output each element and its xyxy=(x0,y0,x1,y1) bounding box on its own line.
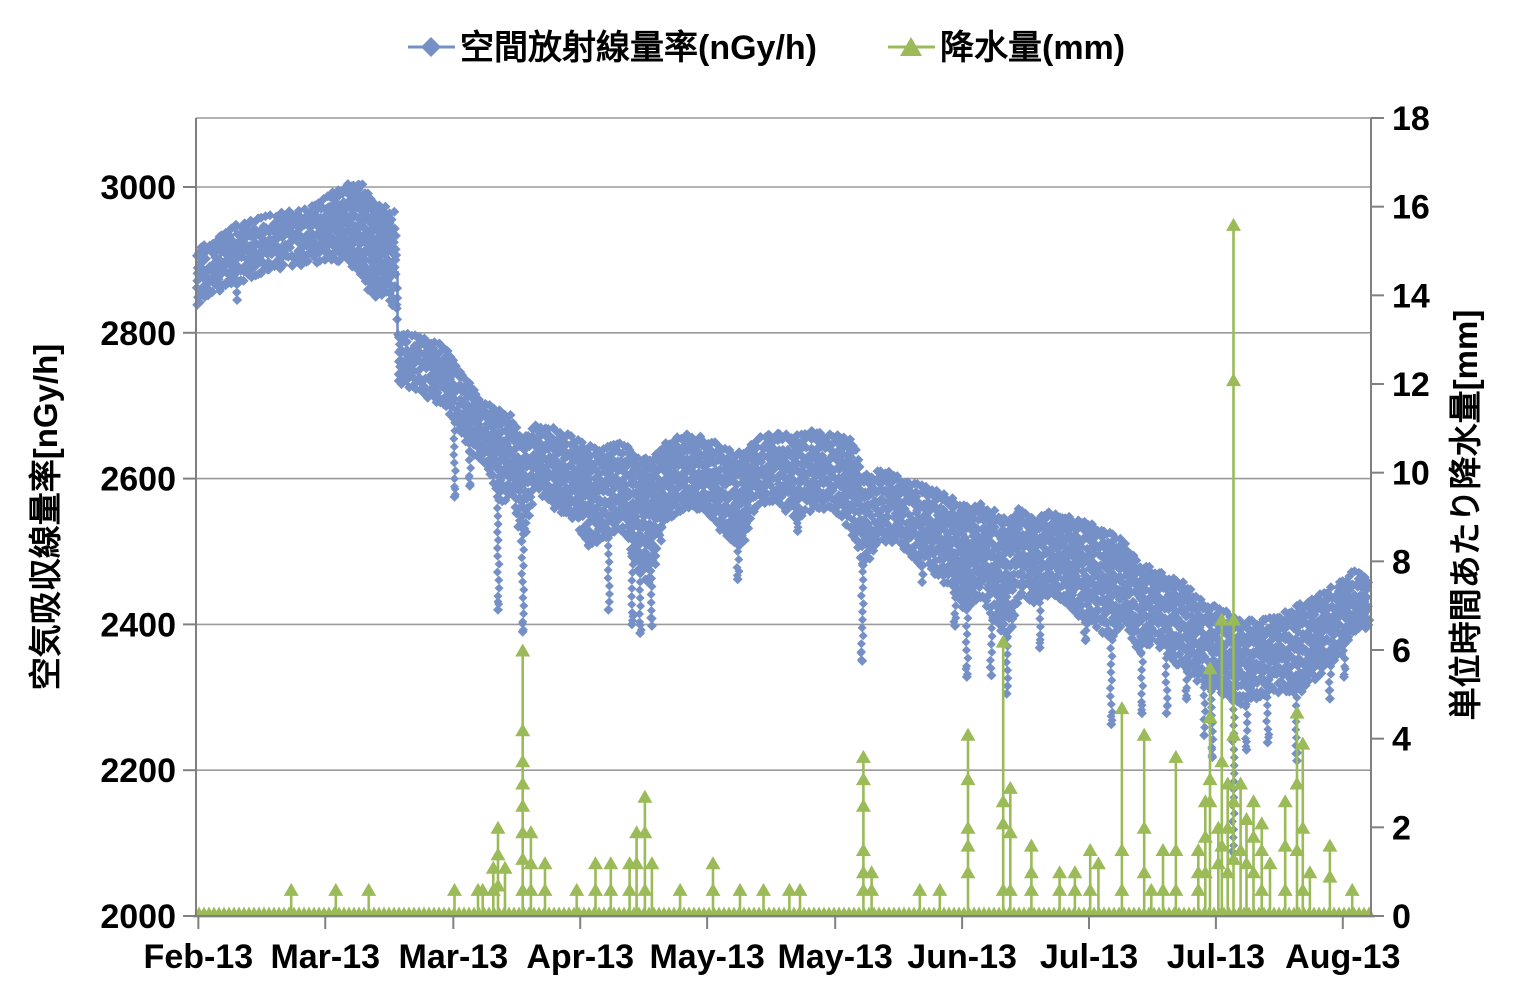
y-axis-left-title: 空気吸収線量率[nGy/h] xyxy=(27,344,64,690)
legend-precipitation-label: 降水量(mm) xyxy=(940,29,1125,67)
y-right-tick-label: 6 xyxy=(1392,632,1411,670)
radiation-point-cloud xyxy=(191,179,1375,710)
y-right-tick-label: 8 xyxy=(1392,543,1411,581)
radiation-series xyxy=(191,179,1375,865)
axes xyxy=(183,117,1384,929)
legend-radiation-diamond-icon xyxy=(421,37,441,57)
x-tick-label: Apr-13 xyxy=(526,938,634,976)
x-tick-label: Feb-13 xyxy=(144,938,254,976)
y-left-tick-label: 2400 xyxy=(100,606,176,644)
y-left-tick-label: 2000 xyxy=(100,898,176,936)
x-tick-label: Mar-13 xyxy=(270,938,380,976)
y-left-tick-label: 2600 xyxy=(100,461,176,499)
legend-radiation-label: 空間放射線量率(nGy/h) xyxy=(460,29,817,67)
legend-item-precipitation: 降水量(mm) xyxy=(888,29,1125,67)
x-tick-label: May-13 xyxy=(778,938,893,976)
precipitation-baseline-markers xyxy=(193,906,1375,918)
y-right-tick-label: 4 xyxy=(1392,721,1411,759)
y-left-tick-label: 3000 xyxy=(100,169,176,207)
legend-precipitation-triangle-icon xyxy=(900,37,922,56)
y-right-tick-label: 14 xyxy=(1392,277,1430,315)
x-tick-label: Jun-13 xyxy=(907,938,1017,976)
y-axis-right-title: 単位時間あたり降水量[mm] xyxy=(1447,310,1484,721)
precipitation-spike-markers xyxy=(283,217,1360,896)
x-tick-label: Aug-13 xyxy=(1285,938,1400,976)
y-right-tick-label: 12 xyxy=(1392,366,1430,404)
precipitation-series xyxy=(193,217,1375,918)
precipitation-spike-lines xyxy=(289,227,1354,916)
y-left-tick-label: 2800 xyxy=(100,315,176,353)
y-right-tick-label: 2 xyxy=(1392,809,1411,847)
tick-labels: 3000 2800 2600 2400 2200 2000 18 16 14 12 10 8 6 4 2 0 F… xyxy=(100,100,1430,976)
x-tick-label: Jul-13 xyxy=(1167,938,1265,976)
legend: 空間放射線量率(nGy/h) 降水量(mm) xyxy=(408,29,1125,67)
legend-item-radiation: 空間放射線量率(nGy/h) xyxy=(408,29,817,67)
x-tick-label: Mar-13 xyxy=(399,938,509,976)
x-tick-label: Jul-13 xyxy=(1040,938,1138,976)
y-right-tick-label: 0 xyxy=(1392,898,1411,936)
y-right-tick-label: 18 xyxy=(1392,100,1430,138)
y-right-tick-label: 10 xyxy=(1392,455,1430,493)
x-tick-label: May-13 xyxy=(649,938,764,976)
y-left-tick-label: 2200 xyxy=(100,752,176,790)
y-right-tick-label: 16 xyxy=(1392,189,1430,227)
